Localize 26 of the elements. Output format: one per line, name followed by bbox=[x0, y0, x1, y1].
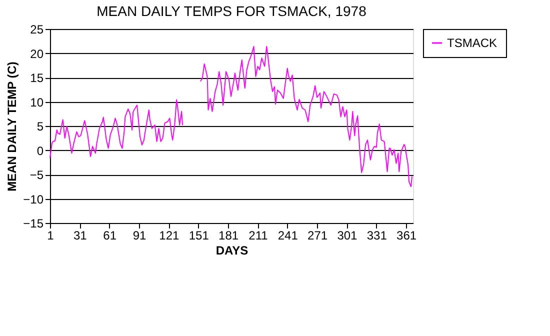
x-tick-label: 31 bbox=[73, 228, 88, 242]
x-tick-label: 61 bbox=[103, 228, 117, 242]
y-axis-title: MEAN DAILY TEMP (C) bbox=[5, 62, 20, 192]
x-tick-label: 241 bbox=[278, 228, 298, 242]
x-tick-label: 181 bbox=[218, 228, 239, 242]
x-tick-label: 1 bbox=[47, 228, 54, 242]
y-tick-label: −10 bbox=[23, 192, 44, 206]
x-tick-label: 331 bbox=[366, 228, 388, 242]
x-tick-label: 91 bbox=[132, 228, 147, 242]
y-tick-label: 5 bbox=[36, 120, 44, 134]
x-axis-title: DAYS bbox=[216, 244, 248, 258]
y-tick-label: −15 bbox=[23, 216, 44, 230]
x-tick-label: 121 bbox=[159, 228, 180, 242]
x-tick-label: 211 bbox=[248, 228, 268, 242]
y-tick-label: 25 bbox=[30, 22, 44, 36]
x-tick-label: 271 bbox=[308, 228, 328, 242]
y-tick-label: 10 bbox=[30, 95, 44, 110]
y-tick-label: 15 bbox=[30, 71, 44, 85]
y-tick-label: 0 bbox=[36, 144, 44, 158]
y-tick-label: 20 bbox=[30, 46, 44, 61]
y-tick-label: −5 bbox=[30, 168, 44, 182]
legend-label: TSMACK bbox=[447, 36, 498, 50]
x-tick-label: 361 bbox=[396, 228, 417, 242]
chart-title: MEAN DAILY TEMPS FOR TSMACK, 1978 bbox=[96, 3, 367, 19]
x-tick-label: 301 bbox=[337, 228, 358, 242]
x-tick-label: 151 bbox=[188, 228, 210, 242]
